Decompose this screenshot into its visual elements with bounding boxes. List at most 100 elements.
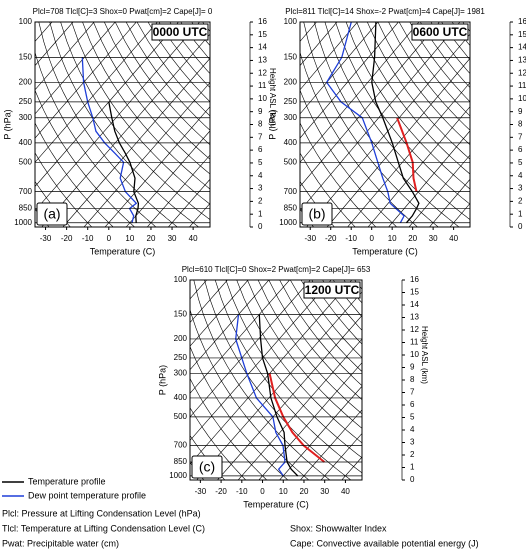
dry-adiabat [300, 51, 418, 227]
y2-tick-label: 15 [258, 30, 267, 39]
dry-adiabat [225, 280, 362, 459]
dry-adiabat [335, 22, 470, 205]
y-tick-label: 200 [19, 78, 33, 87]
y2-tick-label: 6 [518, 145, 523, 154]
x-tick-label: -10 [236, 487, 248, 496]
y-tick-label: 500 [174, 412, 188, 421]
y-tick-label: 1000 [14, 218, 32, 227]
isotherm [449, 202, 470, 227]
y2-tick-label: 4 [258, 171, 263, 180]
y-tick-label: 200 [174, 334, 188, 343]
y2-tick-label: 5 [410, 413, 415, 422]
y-tick-label: 500 [19, 157, 33, 166]
panel-box [36, 202, 68, 226]
y-tick-label: 700 [174, 441, 188, 450]
note: Pwat: Precipitable water (cm) [2, 538, 119, 548]
x-tick-label: 10 [125, 234, 134, 243]
y2-tick-label: 11 [258, 81, 267, 90]
y2-tick-label: 10 [410, 350, 419, 359]
dry-adiabat [104, 22, 210, 160]
x-tick-label: 40 [449, 234, 458, 243]
dry-adiabat [136, 22, 210, 117]
y2-tick-label: 8 [410, 375, 415, 384]
isotherm [326, 57, 470, 227]
y-axis-label: P (hPa) [157, 365, 167, 395]
dry-adiabat [236, 280, 362, 444]
profile-line [81, 57, 138, 223]
plot-area [300, 22, 470, 227]
isotherm [190, 280, 290, 394]
y-tick-label: 700 [284, 187, 298, 196]
x-axis-label: Temperature (C) [90, 246, 156, 256]
isotherm [300, 22, 440, 187]
isotherm [300, 22, 358, 91]
isotherm [300, 22, 420, 163]
dry-adiabat [49, 22, 199, 227]
y2-tick-label: 12 [258, 68, 267, 77]
x-axis-label: Temperature (C) [243, 499, 309, 509]
note: Shox: Showwalter Index [290, 523, 387, 533]
dry-adiabat [193, 280, 331, 480]
y2-tick-label: 1 [410, 463, 415, 472]
y2-tick-label: 5 [518, 158, 523, 167]
x-tick-label: 10 [279, 487, 288, 496]
note: Cape: Convective available potential ene… [290, 538, 479, 548]
y-tick-label: 700 [19, 187, 33, 196]
time-box [303, 281, 361, 299]
y2-tick-label: 0 [258, 222, 263, 231]
y-tick-label: 100 [19, 17, 33, 26]
y2-tick-label: 2 [518, 196, 523, 205]
dry-adiabat [35, 89, 135, 227]
dry-adiabat [451, 22, 470, 47]
x-tick-label: 40 [341, 487, 350, 496]
dry-adiabat [35, 122, 114, 227]
y-tick-label: 850 [174, 457, 188, 466]
dry-adiabat [60, 22, 210, 220]
dry-adiabat [367, 22, 470, 160]
y2-tick-label: 9 [410, 363, 415, 372]
dry-adiabat [409, 22, 470, 103]
isotherm [190, 280, 228, 324]
dry-adiabat [303, 22, 439, 227]
x-tick-label: 20 [300, 487, 309, 496]
isotherm [196, 291, 362, 480]
y2-tick-label: 10 [258, 94, 267, 103]
isotherm [35, 22, 200, 212]
dry-adiabat [114, 22, 210, 146]
y2-tick-label: 5 [258, 158, 263, 167]
dry-adiabat [71, 22, 210, 205]
y-tick-label: 100 [284, 17, 298, 26]
dry-adiabat [202, 22, 210, 32]
y2-tick-label: 10 [518, 94, 526, 103]
y-tick-label: 850 [284, 204, 298, 213]
y2-tick-label: 14 [410, 300, 419, 309]
chart-title: Plcl=610 Tlcl[C]=0 Shox=2 Pwat[cm]=2 Cap… [182, 265, 371, 274]
plot-frame [34, 21, 211, 228]
isotherm [300, 22, 399, 139]
dry-adiabat [93, 22, 210, 175]
x-tick-label: -10 [345, 234, 357, 243]
dry-adiabat [190, 308, 310, 480]
y2-tick-label: 15 [410, 288, 419, 297]
dry-adiabat [190, 377, 268, 480]
y2-tick-label: 2 [258, 196, 263, 205]
chart-title: Plcl=708 Tlcl[C]=3 Shox=0 Pwat[cm]=2 Cap… [33, 7, 213, 16]
dry-adiabat [462, 22, 470, 32]
dry-adiabat [300, 89, 397, 227]
x-tick-label: -30 [40, 234, 52, 243]
isotherm [300, 22, 461, 212]
note: Tlcl: Temperature at Lifting Condensatio… [2, 523, 205, 533]
dry-adiabat [300, 152, 356, 227]
isotherm [147, 154, 210, 227]
x-tick-label: -20 [215, 487, 227, 496]
y-tick-label: 400 [284, 138, 298, 147]
x-tick-label: -30 [195, 487, 207, 496]
dry-adiabat [365, 280, 526, 480]
isotherm [41, 33, 210, 227]
isotherm [190, 280, 311, 418]
isotherm [190, 280, 249, 347]
y-tick-label: 250 [19, 97, 33, 106]
panel-box [301, 202, 333, 226]
isotherm [190, 280, 270, 371]
